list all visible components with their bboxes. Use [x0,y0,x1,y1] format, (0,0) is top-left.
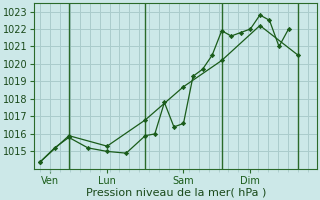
X-axis label: Pression niveau de la mer( hPa ): Pression niveau de la mer( hPa ) [86,187,266,197]
